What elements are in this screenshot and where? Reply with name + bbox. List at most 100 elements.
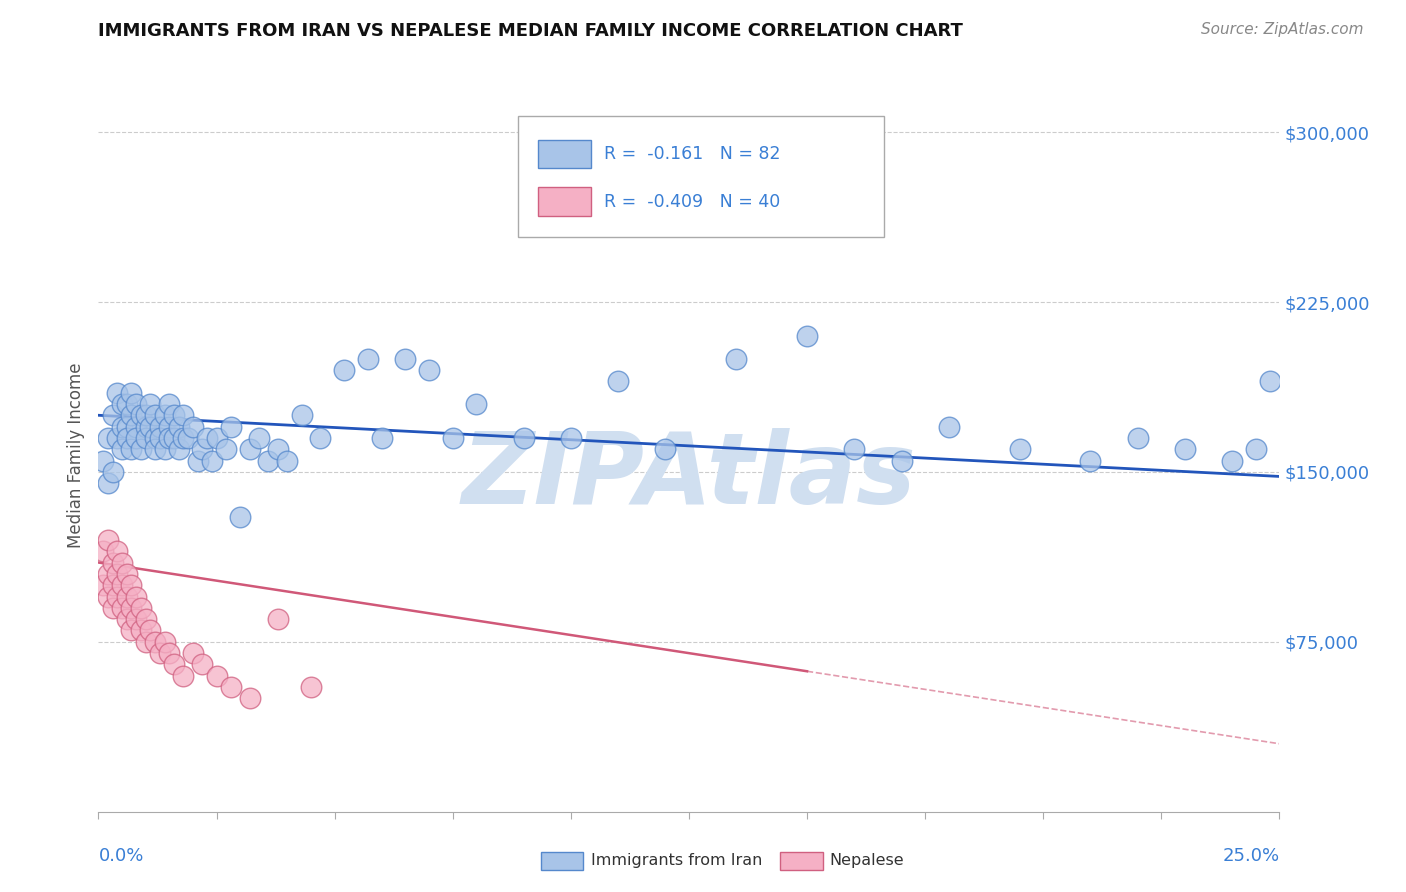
Point bbox=[1258, 374, 1281, 388]
Point bbox=[139, 419, 162, 434]
Point bbox=[276, 453, 298, 467]
Text: R =  -0.409   N = 40: R = -0.409 N = 40 bbox=[605, 193, 780, 211]
Point bbox=[191, 442, 214, 457]
FancyBboxPatch shape bbox=[517, 116, 884, 237]
Point bbox=[135, 635, 157, 649]
Point bbox=[135, 419, 157, 434]
Point bbox=[139, 397, 162, 411]
Point bbox=[654, 442, 676, 457]
Point bbox=[333, 363, 356, 377]
Point bbox=[115, 590, 138, 604]
Point bbox=[181, 646, 204, 660]
Point bbox=[465, 397, 488, 411]
Point bbox=[512, 431, 534, 445]
Point bbox=[219, 419, 242, 434]
Point bbox=[191, 657, 214, 672]
Point bbox=[111, 600, 134, 615]
Point bbox=[299, 680, 322, 694]
Point bbox=[257, 453, 280, 467]
Point bbox=[91, 453, 114, 467]
Point bbox=[115, 566, 138, 581]
Point bbox=[560, 431, 582, 445]
Point bbox=[1008, 442, 1031, 457]
Point bbox=[172, 431, 194, 445]
Text: R =  -0.161   N = 82: R = -0.161 N = 82 bbox=[605, 145, 780, 162]
Point bbox=[143, 442, 166, 457]
Point bbox=[101, 578, 124, 592]
Point bbox=[135, 612, 157, 626]
Point bbox=[121, 578, 143, 592]
Point bbox=[267, 442, 290, 457]
Point bbox=[205, 669, 228, 683]
Point bbox=[97, 533, 120, 547]
Point bbox=[121, 624, 143, 638]
Point bbox=[163, 409, 186, 423]
Text: 0.0%: 0.0% bbox=[98, 847, 143, 865]
Point bbox=[135, 409, 157, 423]
Point bbox=[1220, 453, 1243, 467]
Point bbox=[418, 363, 440, 377]
Point bbox=[115, 612, 138, 626]
Point bbox=[163, 657, 186, 672]
Point bbox=[1174, 442, 1197, 457]
Point bbox=[111, 419, 134, 434]
Point bbox=[139, 624, 162, 638]
Text: Nepalese: Nepalese bbox=[830, 854, 904, 868]
Point bbox=[143, 431, 166, 445]
Point bbox=[290, 409, 312, 423]
Point bbox=[267, 612, 290, 626]
Point bbox=[111, 442, 134, 457]
Point bbox=[167, 442, 190, 457]
Point bbox=[167, 419, 190, 434]
Point bbox=[97, 476, 120, 491]
Point bbox=[101, 465, 124, 479]
Point bbox=[371, 431, 394, 445]
Point bbox=[125, 590, 148, 604]
Point bbox=[357, 351, 380, 366]
Point bbox=[149, 419, 172, 434]
Text: Source: ZipAtlas.com: Source: ZipAtlas.com bbox=[1201, 22, 1364, 37]
Point bbox=[796, 329, 818, 343]
Point bbox=[111, 578, 134, 592]
Point bbox=[125, 397, 148, 411]
Point bbox=[247, 431, 270, 445]
Point bbox=[121, 442, 143, 457]
Point bbox=[187, 453, 209, 467]
Point bbox=[239, 691, 262, 706]
Point bbox=[938, 419, 960, 434]
Point bbox=[201, 453, 224, 467]
FancyBboxPatch shape bbox=[537, 187, 591, 216]
Point bbox=[143, 635, 166, 649]
Point bbox=[177, 431, 200, 445]
Point bbox=[115, 397, 138, 411]
Point bbox=[890, 453, 912, 467]
FancyBboxPatch shape bbox=[537, 139, 591, 168]
Point bbox=[1126, 431, 1149, 445]
Point bbox=[844, 442, 866, 457]
Point bbox=[153, 635, 176, 649]
Point bbox=[149, 431, 172, 445]
Point bbox=[121, 385, 143, 400]
Point bbox=[129, 409, 152, 423]
Point bbox=[129, 442, 152, 457]
Point bbox=[607, 374, 630, 388]
Point bbox=[111, 397, 134, 411]
Point bbox=[172, 409, 194, 423]
Point bbox=[215, 442, 238, 457]
Point bbox=[105, 385, 128, 400]
Point bbox=[195, 431, 218, 445]
Y-axis label: Median Family Income: Median Family Income bbox=[66, 362, 84, 548]
Point bbox=[129, 600, 152, 615]
Point bbox=[143, 409, 166, 423]
Point bbox=[97, 431, 120, 445]
Point bbox=[125, 612, 148, 626]
Point bbox=[153, 409, 176, 423]
Point bbox=[172, 669, 194, 683]
Point bbox=[101, 409, 124, 423]
Point bbox=[163, 431, 186, 445]
Point bbox=[205, 431, 228, 445]
Point bbox=[1244, 442, 1267, 457]
Point bbox=[97, 566, 120, 581]
Point bbox=[97, 590, 120, 604]
Point bbox=[157, 397, 180, 411]
